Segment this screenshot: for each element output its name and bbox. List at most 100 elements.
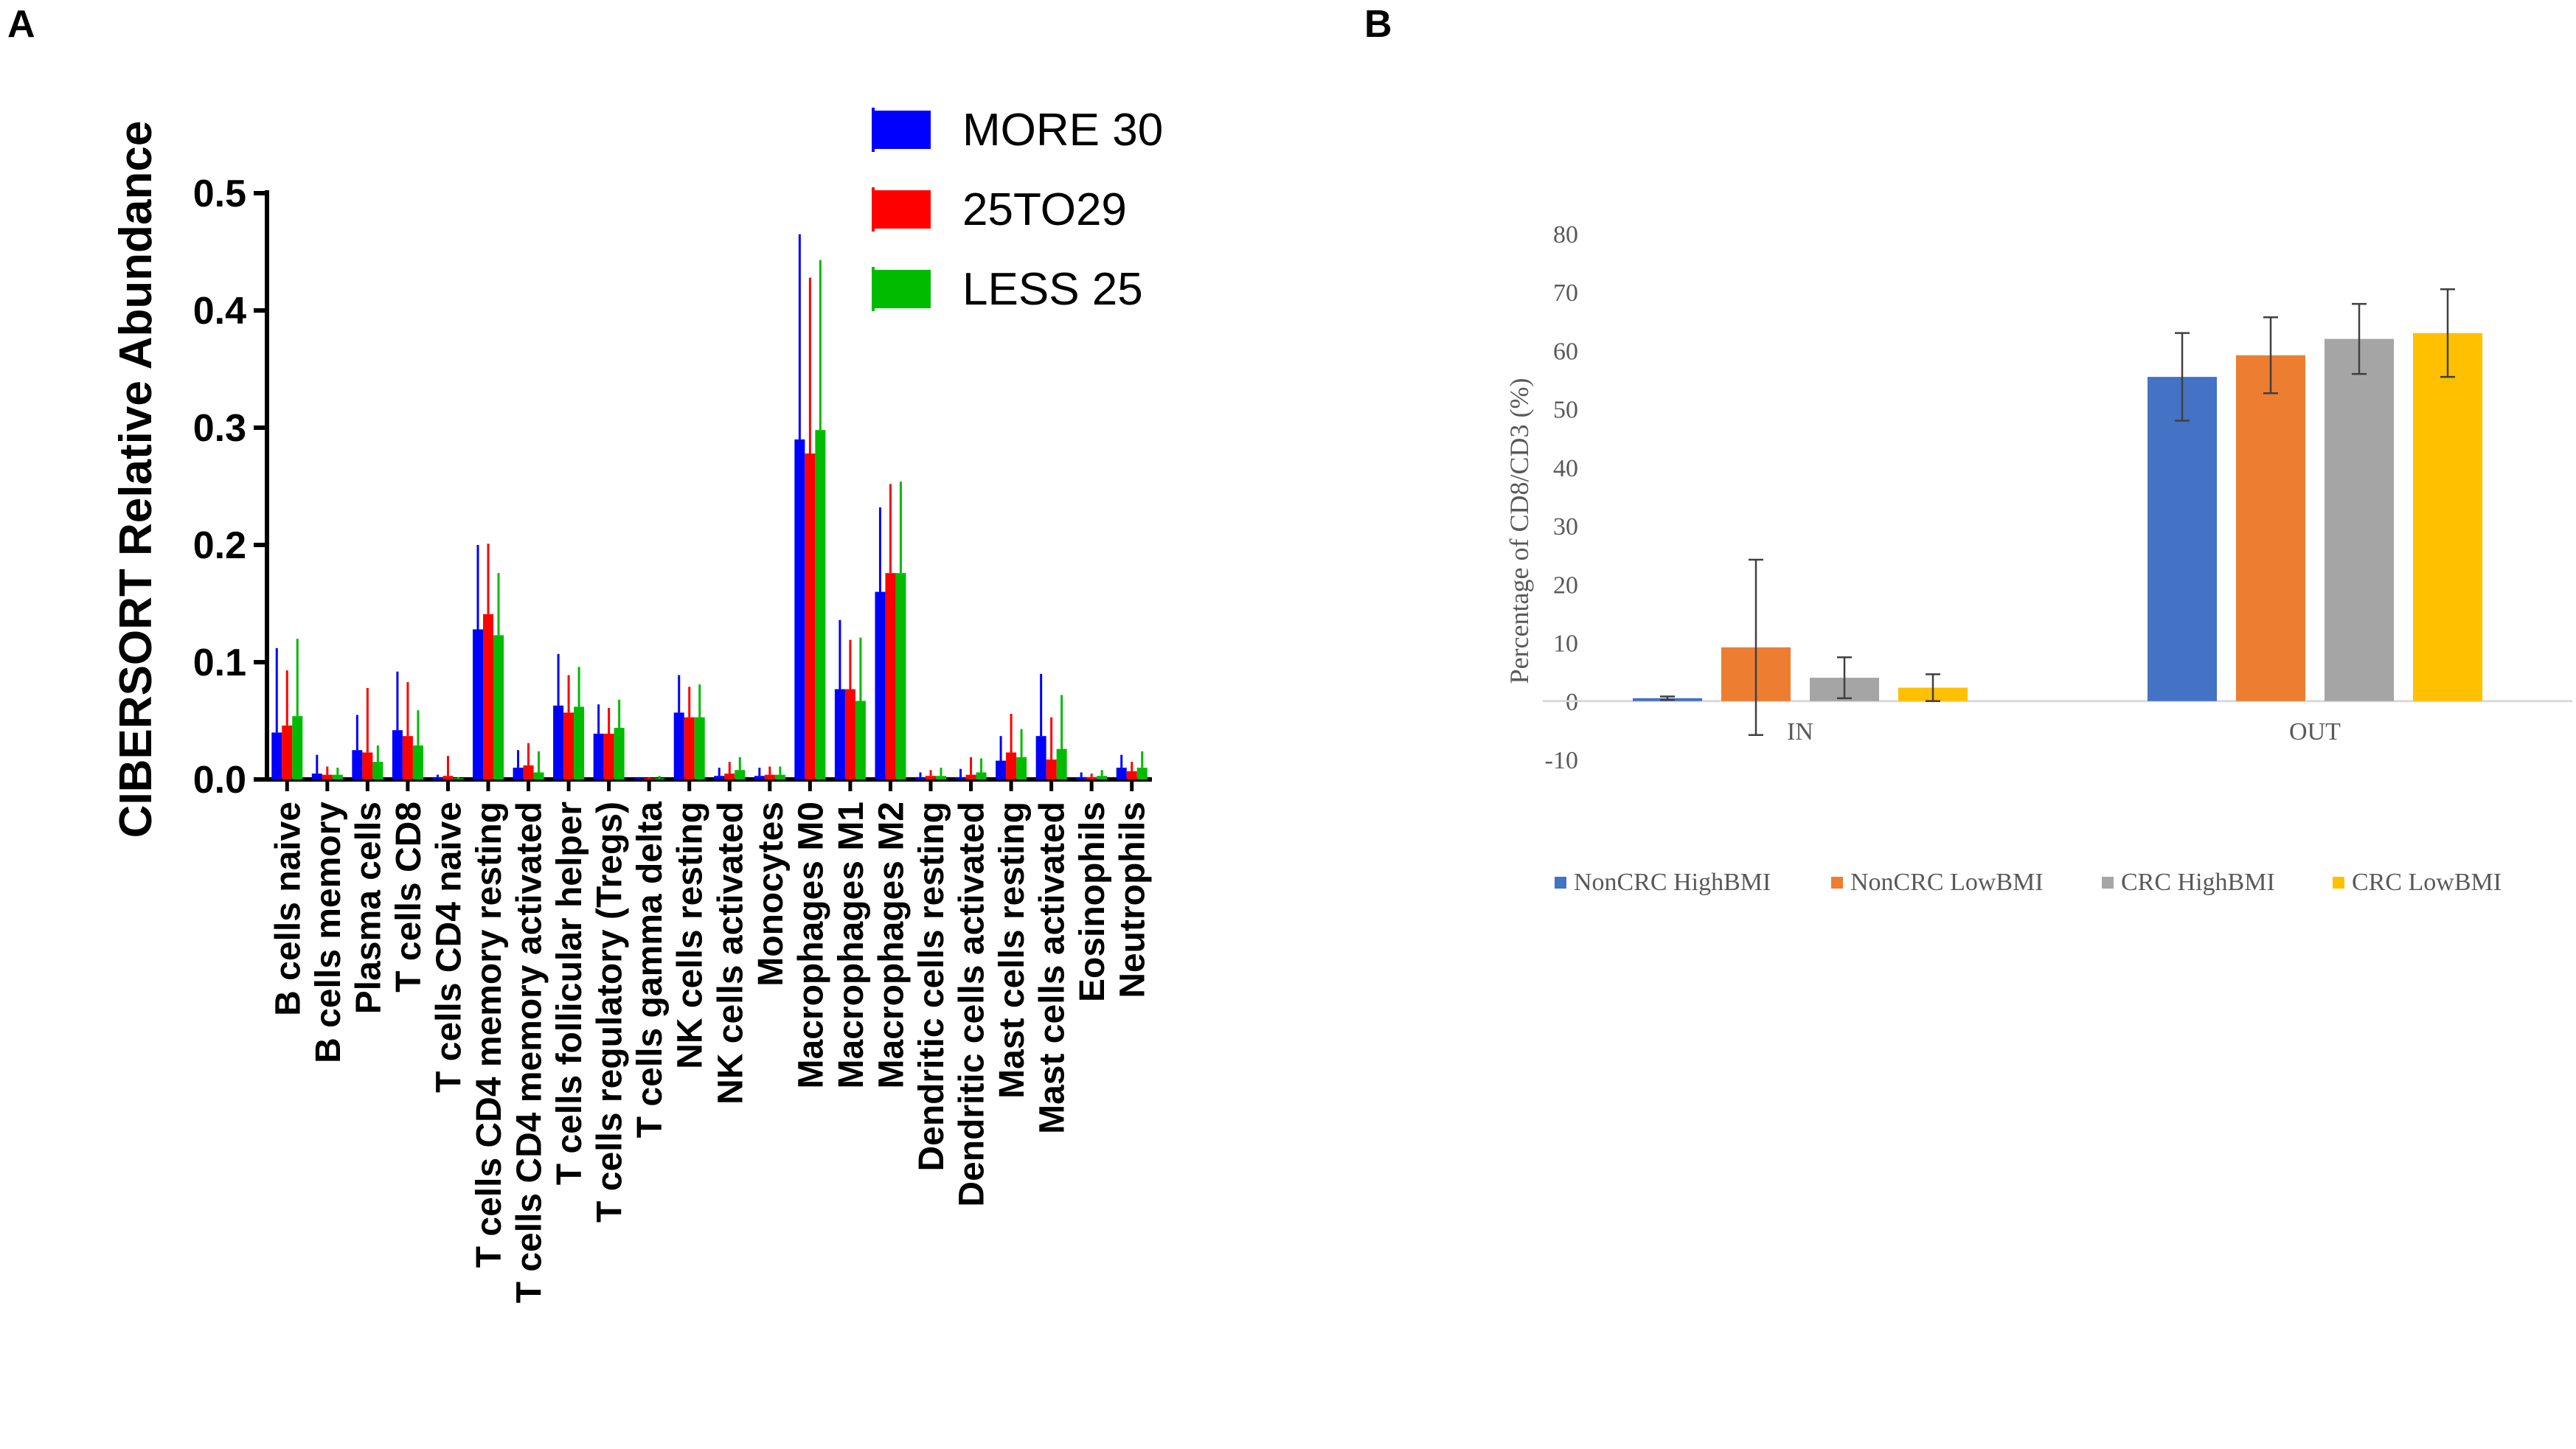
a-x-tick-label-t-cells-cd4-memory-activated: T cells CD4 memory activated — [510, 802, 549, 1303]
b-legend-swatch-noncrc-highbmi — [1555, 877, 1566, 889]
a-legend-swatch-more-30 — [872, 111, 931, 149]
a-x-tick-label-macrophages-m2: Macrophages M2 — [872, 802, 911, 1088]
a-x-tick-label-dendritic-cells-resting: Dendritic cells resting — [912, 802, 951, 1172]
a-bar-less-25-monocytes — [774, 774, 785, 779]
a-legend-swatch-25to29 — [872, 190, 931, 229]
a-x-tick-label-macrophages-m1: Macrophages M1 — [832, 802, 871, 1088]
a-legend-label-less-25: LESS 25 — [962, 264, 1143, 315]
a-legend-label-more-30: MORE 30 — [962, 105, 1163, 156]
a-x-tick-label-mast-cells-resting: Mast cells resting — [993, 802, 1032, 1099]
a-bar-less-25-t-cells-cd4-naive — [453, 778, 464, 779]
a-bar-less-25-macrophages-m1 — [855, 701, 866, 779]
a-x-tick-label-eosinophils: Eosinophils — [1073, 802, 1112, 1002]
a-bar-more-30-t-cells-cd4-naive — [432, 776, 443, 779]
a-y-axis-title: CIBERSORT Relative Abundance — [111, 121, 162, 838]
b-y-tick-label: 80 — [1553, 221, 1578, 249]
chart-a-cibersort: 0.0 0.1 0.2 0.3 0.4 0.5 CIBERSORT Relative Abu… — [111, 105, 1163, 1303]
b-legend-label-noncrc-lowbmi: NonCRC LowBMI — [1850, 869, 2044, 896]
a-x-tick-label-t-cells-cd8: T cells CD8 — [389, 802, 428, 993]
a-bar-25to29-t-cells-follicular-helper — [563, 712, 574, 779]
b-x-tick-label-out: OUT — [2289, 718, 2341, 746]
a-bar-25to29-nk-cells-resting — [684, 717, 695, 779]
a-bar-less-25-b-cells-naive — [292, 716, 303, 779]
a-bar-less-25-b-cells-memory — [332, 774, 343, 779]
b-y-axis-title: Percentage of CD8/CD3 (%) — [1504, 378, 1534, 684]
a-bar-25to29-macrophages-m2 — [885, 573, 896, 779]
a-x-tick-label-t-cells-cd4-naive: T cells CD4 naive — [429, 802, 468, 1093]
a-bar-less-25-dendritic-cells-activated — [976, 772, 987, 779]
b-legend-swatch-crc-lowbmi — [2333, 877, 2344, 889]
a-y-tick-label: 0.4 — [193, 290, 246, 333]
b-y-tick-label: 40 — [1553, 455, 1578, 482]
a-bar-more-30-t-cells-cd4-memory-resting — [473, 629, 483, 779]
a-y-tick-label: 0.5 — [193, 173, 246, 215]
a-bar-25to29-macrophages-m1 — [844, 689, 855, 779]
a-y-tick-label: 0.0 — [193, 759, 246, 802]
a-bar-more-30-macrophages-m2 — [875, 591, 886, 779]
a-bar-more-30-t-cells-follicular-helper — [553, 705, 564, 779]
a-bar-25to29-macrophages-m0 — [805, 453, 816, 779]
a-bar-less-25-mast-cells-activated — [1056, 748, 1067, 779]
a-bar-25to29-mast-cells-activated — [1046, 759, 1057, 779]
b-y-tick-label: 50 — [1553, 397, 1578, 424]
b-y-tick-label: 60 — [1553, 338, 1578, 365]
a-bar-more-30-dendritic-cells-resting — [915, 776, 926, 779]
a-bar-more-30-b-cells-naive — [271, 732, 282, 779]
a-x-tick-label-neutrophils: Neutrophils — [1114, 802, 1153, 998]
b-y-tick-label: -10 — [1545, 747, 1578, 774]
a-bar-more-30-nk-cells-activated — [714, 776, 725, 779]
chart-b-cd8-cd3: -1001020304050607080Percentage of CD8/CD… — [1504, 221, 2572, 896]
a-bar-25to29-dendritic-cells-activated — [965, 774, 976, 779]
a-bar-less-25-t-cells-regulatory-tregs — [614, 728, 625, 779]
a-bar-25to29-eosinophils — [1086, 776, 1097, 779]
a-x-tick-label-b-cells-naive: B cells naive — [268, 802, 308, 1016]
a-x-tick-label-nk-cells-activated: NK cells activated — [711, 802, 750, 1105]
a-legend-swatch-less-25 — [872, 270, 931, 308]
a-x-tick-label-t-cells-follicular-helper: T cells follicular helper — [550, 802, 589, 1185]
a-bar-less-25-macrophages-m0 — [815, 430, 826, 779]
b-bar-crc-lowbmi-out — [2413, 333, 2482, 701]
a-bar-less-25-neutrophils — [1136, 768, 1148, 779]
a-x-tick-label-t-cells-cd4-memory-resting: T cells CD4 memory resting — [470, 802, 509, 1268]
b-y-tick-label: 30 — [1553, 513, 1578, 541]
a-bar-more-30-b-cells-memory — [311, 774, 322, 779]
a-bar-more-30-t-cells-regulatory-tregs — [593, 733, 604, 779]
a-bar-25to29-monocytes — [764, 774, 775, 779]
a-bar-less-25-macrophages-m2 — [895, 573, 906, 779]
b-y-tick-label: 70 — [1553, 279, 1578, 307]
a-bar-more-30-monocytes — [754, 776, 765, 779]
a-bar-more-30-mast-cells-resting — [996, 760, 1007, 779]
a-bar-more-30-macrophages-m1 — [834, 689, 845, 779]
a-bar-25to29-nk-cells-activated — [724, 774, 735, 779]
a-bar-less-25-t-cells-gamma-delta — [654, 778, 665, 779]
a-bar-25to29-t-cells-regulatory-tregs — [603, 733, 614, 779]
a-bar-25to29-t-cells-cd8 — [402, 736, 413, 779]
a-x-tick-label-mast-cells-activated: Mast cells activated — [1033, 802, 1072, 1134]
b-bar-noncrc-lowbmi-out — [2236, 355, 2305, 701]
a-y-tick-label: 0.1 — [193, 642, 246, 684]
a-x-tick-label-nk-cells-resting: NK cells resting — [671, 802, 710, 1069]
b-legend-label-noncrc-highbmi: NonCRC HighBMI — [1574, 869, 1771, 896]
a-x-tick-label-t-cells-gamma-delta: T cells gamma delta — [631, 802, 670, 1138]
a-bar-less-25-t-cells-cd8 — [412, 745, 423, 779]
a-bar-25to29-mast-cells-resting — [1006, 752, 1017, 779]
a-bar-more-30-neutrophils — [1116, 768, 1127, 779]
a-bar-less-25-nk-cells-activated — [735, 770, 746, 779]
a-bar-25to29-plasma-cells — [362, 752, 373, 779]
a-bar-25to29-t-cells-cd4-memory-resting — [483, 614, 493, 779]
b-y-tick-label: 20 — [1553, 571, 1578, 599]
b-legend-swatch-noncrc-lowbmi — [1831, 877, 1843, 889]
a-bar-less-25-t-cells-cd4-memory-resting — [493, 635, 504, 779]
a-y-tick-label: 0.3 — [193, 407, 246, 450]
a-bar-more-30-dendritic-cells-activated — [955, 776, 966, 779]
a-bar-less-25-plasma-cells — [372, 762, 383, 779]
a-bar-more-30-t-cells-gamma-delta — [633, 778, 645, 779]
b-x-tick-label-in: IN — [1787, 718, 1813, 746]
b-legend-label-crc-lowbmi: CRC LowBMI — [2352, 869, 2502, 896]
a-bar-less-25-eosinophils — [1097, 776, 1108, 779]
a-bar-less-25-t-cells-cd4-memory-activated — [533, 772, 544, 779]
a-x-tick-label-b-cells-memory: B cells memory — [309, 802, 348, 1063]
a-y-tick-label: 0.2 — [193, 524, 246, 567]
a-bar-25to29-neutrophils — [1126, 771, 1137, 779]
a-bar-more-30-mast-cells-activated — [1035, 736, 1046, 779]
